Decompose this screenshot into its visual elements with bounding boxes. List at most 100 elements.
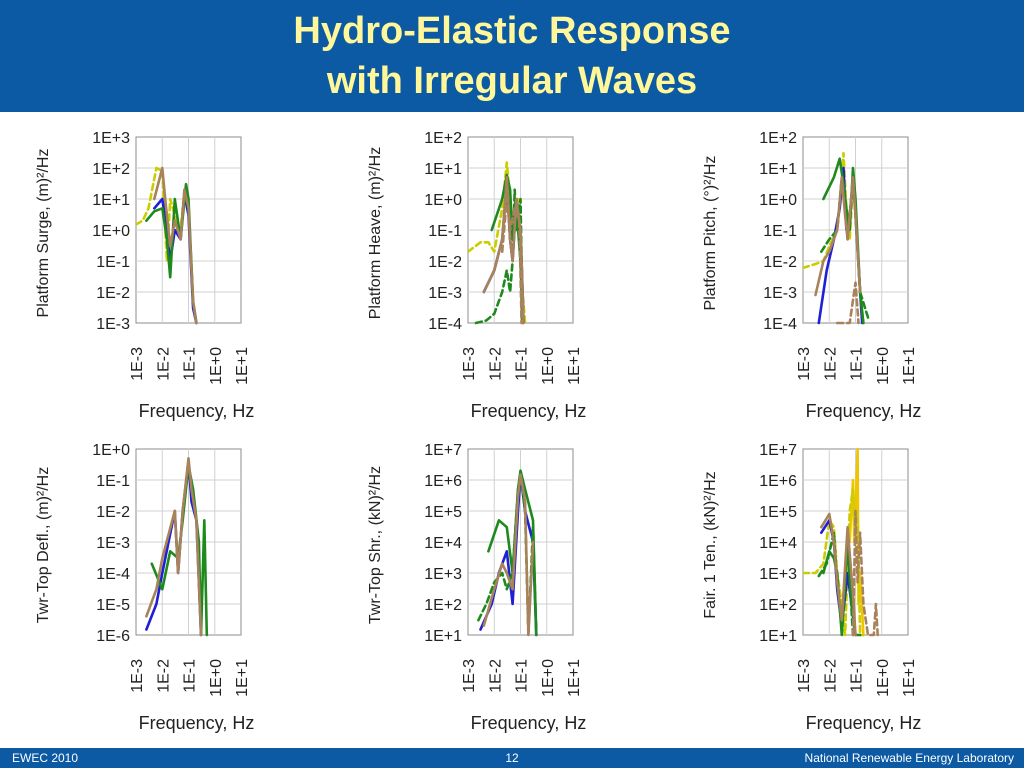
x-tick-label: 1E-3 (129, 347, 146, 381)
y-tick-label: 1E+6 (759, 473, 797, 490)
y-tick-label: 1E-4 (96, 566, 130, 583)
series-line-5 (482, 176, 525, 325)
y-tick-label: 1E+4 (759, 535, 797, 552)
y-axis-label: Platform Surge, (m)²/Hz (35, 149, 52, 318)
footer-organization: National Renewable Energy Laboratory (804, 751, 1014, 765)
x-axis-label: Frequency, Hz (806, 713, 922, 733)
y-tick-label: 1E+6 (424, 473, 462, 490)
x-tick-label: 1E+0 (540, 659, 557, 697)
y-tick-label: 1E-6 (96, 628, 130, 645)
y-tick-label: 1E+1 (424, 161, 462, 178)
x-tick-label: 1E+0 (540, 347, 557, 385)
x-tick-label: 1E+0 (208, 347, 225, 385)
x-tick-label: 1E+0 (875, 659, 892, 697)
footer-page-number: 12 (505, 751, 519, 765)
x-axis-label: Frequency, Hz (471, 713, 587, 733)
x-tick-label: 1E-3 (461, 347, 478, 381)
y-tick-label: 1E-5 (96, 597, 130, 614)
x-tick-label: 1E-1 (182, 659, 199, 693)
y-tick-label: 1E+2 (424, 597, 462, 614)
y-tick-label: 1E-4 (428, 316, 462, 333)
x-tick-label: 1E+1 (566, 659, 583, 697)
slide-title: Hydro-Elastic Response with Irregular Wa… (0, 6, 1024, 106)
y-tick-label: 1E+3 (92, 130, 130, 147)
y-tick-label: 1E+2 (759, 597, 797, 614)
x-tick-label: 1E+1 (234, 347, 251, 385)
y-tick-label: 1E-1 (428, 223, 462, 240)
x-tick-label: 1E+0 (875, 347, 892, 385)
x-tick-label: 1E+1 (566, 347, 583, 385)
y-axis-label: Twr-Top Shr., (kN)²/Hz (367, 466, 384, 624)
x-axis-label: Frequency, Hz (806, 401, 922, 421)
y-tick-label: 1E+1 (424, 628, 462, 645)
y-tick-label: 1E-1 (763, 223, 797, 240)
title-line-2: with Irregular Waves (326, 60, 698, 102)
y-tick-label: 1E+2 (424, 130, 462, 147)
y-tick-label: 1E+0 (759, 192, 797, 209)
y-tick-label: 1E-3 (96, 316, 130, 333)
y-tick-label: 1E-1 (96, 254, 130, 271)
y-axis-label: Platform Heave, (m)²/Hz (367, 147, 384, 319)
x-tick-label: 1E-2 (822, 659, 839, 693)
y-tick-label: 1E+0 (424, 192, 462, 209)
y-tick-label: 1E+0 (92, 223, 130, 240)
y-tick-label: 1E+3 (424, 566, 462, 583)
slide-header: Hydro-Elastic Response with Irregular Wa… (0, 0, 1024, 112)
y-tick-label: 1E+2 (92, 161, 130, 178)
y-tick-label: 1E-2 (96, 504, 130, 521)
y-tick-label: 1E+1 (759, 628, 797, 645)
x-axis-label: Frequency, Hz (139, 401, 255, 421)
x-tick-label: 1E-3 (796, 347, 813, 381)
x-tick-label: 1E-2 (822, 347, 839, 381)
x-axis-label: Frequency, Hz (139, 713, 255, 733)
y-tick-label: 1E+5 (759, 504, 797, 521)
x-tick-label: 1E-2 (487, 659, 504, 693)
y-tick-label: 1E-3 (96, 535, 130, 552)
y-tick-label: 1E-2 (763, 254, 797, 271)
y-tick-label: 1E-1 (96, 473, 130, 490)
y-tick-label: 1E+1 (92, 192, 130, 209)
y-tick-label: 1E+0 (92, 442, 130, 459)
chart-5: 1E+1 1E+2 1E+3 1E+4 1E+5 1E+6 1E+7 1E-3 1E-2 1E-1… (367, 442, 586, 733)
x-tick-label: 1E-1 (514, 659, 531, 693)
series-line-7 (851, 509, 880, 637)
chart-4: 1E-6 1E-5 1E-4 1E-3 1E-2 1E-1 1E+0 1E-3 1E-2 1E-1… (35, 442, 254, 733)
series-line-4 (474, 188, 524, 325)
series-line-5 (814, 176, 862, 297)
x-tick-label: 1E-1 (182, 347, 199, 381)
series-line-6 (835, 281, 860, 325)
x-tick-label: 1E+1 (234, 659, 251, 697)
y-tick-label: 1E-3 (763, 285, 797, 302)
slide-footer: EWEC 2010 12 National Renewable Energy L… (0, 748, 1024, 768)
y-axis-label: Platform Pitch, (°)²/Hz (702, 156, 719, 311)
x-tick-label: 1E-2 (155, 347, 172, 381)
chart-3: 1E-4 1E-3 1E-2 1E-1 1E+0 1E+1 1E+2 1E-3 1E-2 1E-1… (702, 130, 921, 421)
x-tick-label: 1E-2 (487, 347, 504, 381)
y-tick-label: 1E+7 (424, 442, 462, 459)
x-tick-label: 1E-3 (796, 659, 813, 693)
y-tick-label: 1E-2 (96, 285, 130, 302)
chart-6: 1E+1 1E+2 1E+3 1E+4 1E+5 1E+6 1E+7 1E-3 1E-2 1E-1… (702, 442, 921, 733)
x-tick-label: 1E+1 (901, 347, 918, 385)
x-axis-label: Frequency, Hz (471, 401, 587, 421)
footer-conference: EWEC 2010 (12, 751, 79, 765)
y-tick-label: 1E+4 (424, 535, 462, 552)
y-axis-label: Twr-Top Defl., (m)²/Hz (35, 467, 52, 623)
y-tick-label: 1E+7 (759, 442, 797, 459)
y-axis-label: Fair. 1 Ten., (kN)²/Hz (702, 471, 719, 618)
x-tick-label: 1E+1 (901, 659, 918, 697)
chart-2: 1E-4 1E-3 1E-2 1E-1 1E+0 1E+1 1E+2 1E-3 1E-2 1E-1… (367, 130, 586, 421)
chart-1: 1E-3 1E-2 1E-1 1E+0 1E+1 1E+2 1E+3 1E-3 1E-2 1E-1… (35, 130, 254, 421)
x-tick-label: 1E-1 (514, 347, 531, 381)
y-tick-label: 1E+3 (759, 566, 797, 583)
x-tick-label: 1E-3 (461, 659, 478, 693)
series-line-3 (145, 456, 203, 637)
x-tick-label: 1E-1 (849, 659, 866, 693)
y-tick-label: 1E-2 (428, 254, 462, 271)
y-tick-label: 1E-4 (763, 316, 797, 333)
y-tick-label: 1E+1 (759, 161, 797, 178)
x-tick-label: 1E-3 (129, 659, 146, 693)
y-tick-label: 1E-3 (428, 285, 462, 302)
series-line-6 (500, 197, 523, 325)
